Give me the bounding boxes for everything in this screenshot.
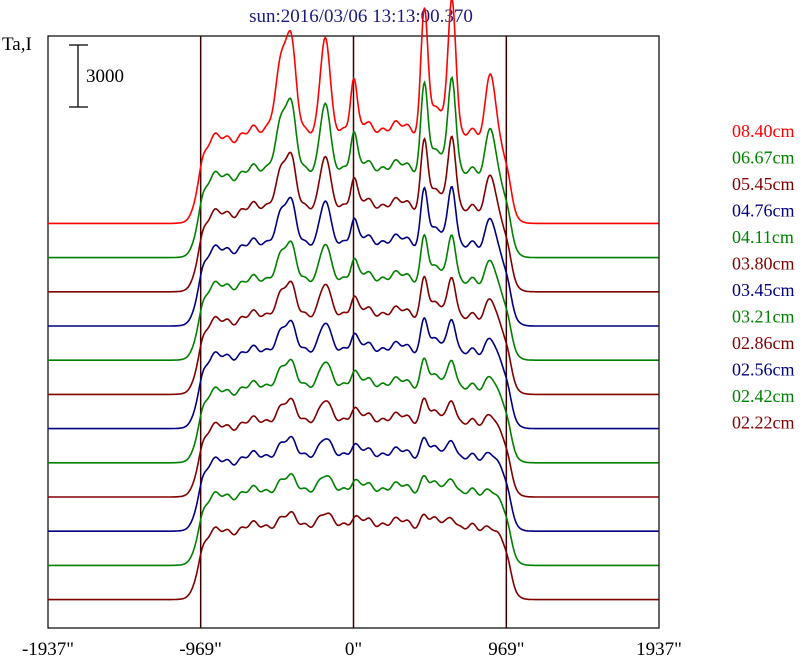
series-line-04.11cm	[48, 233, 659, 361]
y-axis-label: Ta,I	[2, 34, 32, 55]
x-tick-label-1: -969"	[179, 639, 222, 660]
series-line-02.42cm	[48, 472, 659, 567]
x-tick-label-2: 0"	[345, 639, 362, 660]
legend-item-10: 02.42cm	[732, 386, 795, 406]
series-line-05.45cm	[48, 135, 659, 293]
series-line-06.67cm	[48, 75, 659, 259]
legend-item-7: 03.21cm	[732, 307, 795, 327]
legend-item-4: 04.11cm	[732, 227, 794, 247]
series-line-03.45cm	[48, 316, 659, 430]
series-lines	[48, 0, 659, 601]
series-line-02.86cm	[48, 397, 659, 498]
legend-item-5: 03.80cm	[732, 254, 795, 274]
scale-bar: 3000	[69, 44, 124, 108]
series-line-04.76cm	[48, 185, 659, 327]
series-line-08.40cm	[48, 0, 659, 225]
legend-item-6: 03.45cm	[732, 280, 795, 300]
legend-item-11: 02.22cm	[732, 413, 795, 433]
legend-item-9: 02.56cm	[732, 360, 795, 380]
legend-item-0: 08.40cm	[732, 121, 795, 141]
series-line-02.56cm	[48, 435, 659, 532]
legend-item-2: 05.45cm	[732, 174, 795, 194]
chart-title: sun:2016/03/06 13:13:00.370	[249, 6, 473, 27]
x-tick-labels: -1937" -969" 0" 969" 1937"	[22, 639, 682, 660]
x-tick-label-0: -1937"	[22, 639, 74, 660]
legend-item-1: 06.67cm	[732, 148, 795, 168]
series-line-03.80cm	[48, 275, 659, 396]
x-tick-label-4: 1937"	[636, 639, 682, 660]
series-line-02.22cm	[48, 510, 659, 601]
series-line-03.21cm	[48, 357, 659, 464]
scale-bar-label: 3000	[86, 66, 124, 87]
legend: 08.40cm 06.67cm 05.45cm 04.76cm 04.11cm 03.80…	[732, 121, 795, 433]
x-tick-label-3: 969"	[488, 639, 524, 660]
legend-item-3: 04.76cm	[732, 201, 795, 221]
legend-item-8: 02.86cm	[732, 333, 795, 353]
